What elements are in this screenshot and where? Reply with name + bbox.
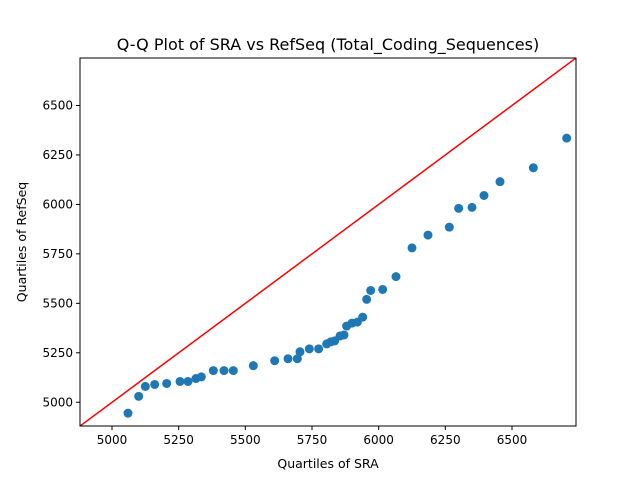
y-tick-label: 5250 bbox=[42, 346, 73, 360]
data-point bbox=[479, 191, 489, 201]
y-tick-label: 5000 bbox=[42, 395, 73, 409]
data-point bbox=[228, 366, 238, 376]
data-point bbox=[150, 379, 160, 389]
data-point bbox=[339, 330, 349, 340]
axis-ticks: 5000 5250 5500 5750 6000 6250 6500 5000 5250 5500… bbox=[42, 98, 527, 447]
data-point bbox=[140, 381, 150, 391]
data-point bbox=[454, 203, 464, 213]
data-point bbox=[407, 243, 417, 253]
data-point bbox=[162, 378, 172, 388]
data-point bbox=[444, 222, 454, 232]
data-point bbox=[196, 372, 206, 382]
y-tick-label: 6000 bbox=[42, 197, 73, 211]
x-axis-label: Quartiles of SRA bbox=[277, 456, 379, 471]
data-point bbox=[362, 294, 372, 304]
data-point bbox=[270, 356, 280, 366]
reference-line bbox=[80, 58, 576, 426]
x-tick-label: 6500 bbox=[497, 433, 528, 447]
scatter-points bbox=[123, 133, 572, 418]
data-point bbox=[304, 344, 314, 354]
data-point bbox=[391, 272, 401, 282]
y-tick-label: 5750 bbox=[42, 247, 73, 261]
chart-title: Q-Q Plot of SRA vs RefSeq (Total_Coding_… bbox=[117, 35, 539, 55]
data-point bbox=[562, 133, 572, 143]
data-point bbox=[134, 391, 144, 401]
x-tick-label: 5000 bbox=[97, 433, 128, 447]
y-tick-label: 6500 bbox=[42, 98, 73, 112]
data-point bbox=[314, 344, 324, 354]
data-point bbox=[495, 177, 505, 187]
data-point bbox=[423, 230, 433, 240]
data-point bbox=[292, 354, 302, 364]
data-point bbox=[378, 284, 388, 294]
data-point bbox=[123, 408, 133, 418]
data-point bbox=[248, 361, 258, 371]
x-tick-label: 6000 bbox=[363, 433, 394, 447]
data-point bbox=[366, 285, 376, 295]
y-tick-label: 6250 bbox=[42, 148, 73, 162]
data-point bbox=[283, 354, 293, 364]
data-point bbox=[208, 366, 218, 376]
data-point bbox=[183, 376, 193, 386]
data-point bbox=[467, 202, 477, 212]
y-tick-label: 5500 bbox=[42, 296, 73, 310]
data-point bbox=[358, 312, 368, 322]
x-tick-label: 6250 bbox=[430, 433, 461, 447]
x-tick-label: 5250 bbox=[163, 433, 194, 447]
x-tick-label: 5750 bbox=[297, 433, 328, 447]
data-point bbox=[219, 366, 229, 376]
data-point bbox=[295, 347, 305, 357]
plot-frame bbox=[79, 57, 577, 427]
x-tick-label: 5500 bbox=[230, 433, 261, 447]
data-point bbox=[175, 376, 185, 386]
y-axis-label: Quartiles of RefSeq bbox=[14, 182, 29, 302]
data-point bbox=[528, 163, 538, 173]
